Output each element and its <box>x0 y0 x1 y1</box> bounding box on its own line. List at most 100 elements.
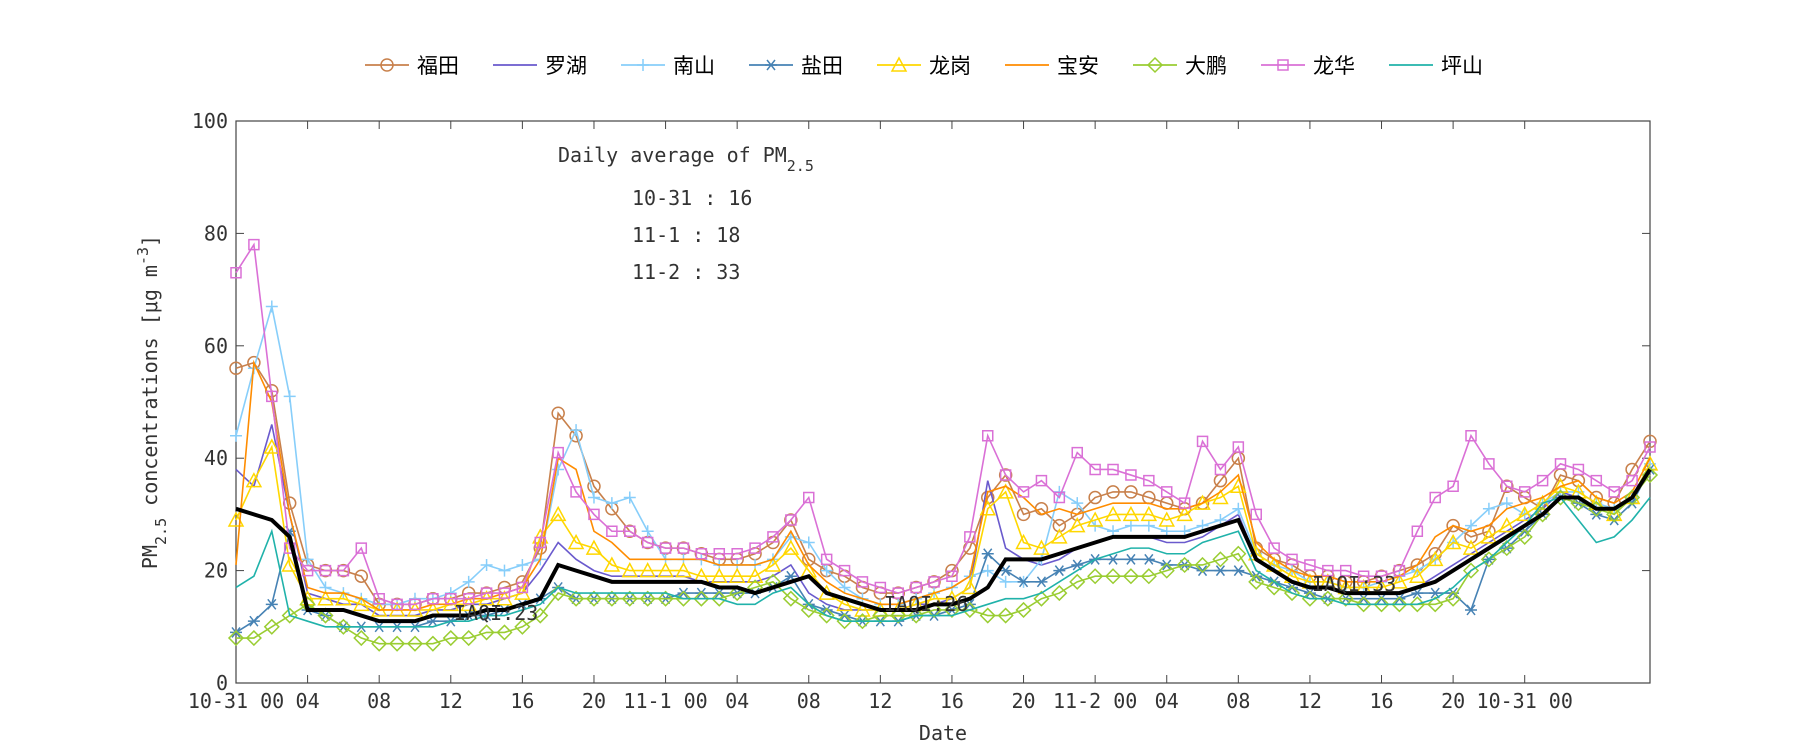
marker <box>997 607 1014 624</box>
marker <box>1409 567 1426 583</box>
x-tick-label: 20 <box>1011 689 1035 713</box>
marker <box>550 585 567 602</box>
marker <box>1195 496 1210 510</box>
y-axis-label-part: 2.5 <box>152 518 170 545</box>
marker <box>1104 568 1122 585</box>
marker <box>693 590 710 607</box>
marker <box>1644 441 1656 453</box>
marker <box>782 539 800 555</box>
marker <box>353 629 370 647</box>
marker <box>746 567 764 583</box>
marker <box>1160 486 1173 498</box>
marker <box>605 497 618 510</box>
x-tick-label: 11-1 00 <box>623 689 707 713</box>
marker <box>229 361 243 376</box>
marker <box>1480 528 1498 544</box>
marker <box>1465 519 1478 532</box>
marker <box>532 607 549 624</box>
marker <box>961 601 978 619</box>
marker <box>353 595 370 612</box>
marker <box>1086 511 1104 527</box>
marker <box>1051 585 1068 602</box>
y-tick-label: 20 <box>204 559 228 583</box>
marker <box>1140 568 1157 585</box>
legend-label: 龙华 <box>1313 54 1355 78</box>
marker <box>675 590 692 607</box>
y-axis-label-part: ] <box>138 235 162 247</box>
x-tick-label: 10-31 00 <box>1477 689 1573 713</box>
marker <box>910 581 922 594</box>
marker <box>677 542 690 554</box>
marker <box>1017 576 1030 588</box>
marker <box>603 556 621 572</box>
series-line <box>235 496 1651 628</box>
marker <box>1212 488 1229 505</box>
marker <box>624 525 636 538</box>
x-tick-label: 04 <box>1155 689 1179 713</box>
x-tick-label: 08 <box>797 689 821 713</box>
marker <box>854 601 871 617</box>
marker <box>892 587 905 599</box>
annotation: 11-1 : 18 <box>632 223 740 247</box>
marker <box>406 635 424 652</box>
marker <box>695 547 708 560</box>
marker <box>964 531 976 543</box>
x-tick-label: 12 <box>439 689 463 713</box>
marker <box>516 558 529 571</box>
marker <box>227 629 245 647</box>
x-tick-label: 12 <box>868 689 892 713</box>
marker <box>1176 556 1193 574</box>
legend-marker <box>765 59 777 71</box>
marker <box>1626 474 1638 487</box>
marker <box>1176 505 1193 522</box>
marker <box>588 508 600 521</box>
legend-marker <box>890 56 908 72</box>
marker <box>1232 502 1245 515</box>
annotation-title: Daily average of PM2.5 <box>558 143 814 175</box>
marker <box>728 567 746 583</box>
marker <box>335 618 352 635</box>
marker <box>317 607 334 624</box>
legend-label: 大鹏 <box>1185 54 1227 78</box>
marker <box>1483 458 1495 470</box>
iaqi-label: IAQI:33 <box>1312 572 1396 596</box>
marker <box>549 505 567 522</box>
marker <box>641 536 654 549</box>
marker <box>585 539 603 555</box>
y-axis-label-part: concentrations [μg m <box>138 265 162 518</box>
marker <box>1124 519 1137 532</box>
marker <box>263 618 280 635</box>
marker <box>1393 564 1406 577</box>
marker <box>999 469 1012 481</box>
marker <box>301 564 314 577</box>
marker <box>1071 446 1083 459</box>
marker <box>1142 519 1155 532</box>
marker <box>1498 540 1515 557</box>
marker <box>1357 570 1370 582</box>
marker <box>1035 576 1048 588</box>
marker <box>1104 505 1122 522</box>
marker <box>230 626 242 638</box>
marker <box>424 635 441 652</box>
marker <box>1446 518 1460 533</box>
marker <box>552 446 564 459</box>
marker <box>1355 596 1372 613</box>
legend-label: 南山 <box>673 54 715 78</box>
marker <box>371 635 388 652</box>
legend-marker <box>637 59 649 71</box>
marker <box>838 564 851 577</box>
marker <box>820 553 833 566</box>
marker <box>1337 590 1354 607</box>
marker <box>890 607 907 624</box>
marker <box>1319 590 1336 607</box>
y-tick-label: 60 <box>204 334 228 358</box>
marker <box>1231 451 1246 465</box>
marker <box>943 601 961 619</box>
marker <box>1445 590 1462 607</box>
marker <box>623 491 636 504</box>
marker <box>462 575 475 588</box>
marker <box>874 581 887 594</box>
marker <box>247 355 261 370</box>
series-line <box>235 242 1651 606</box>
